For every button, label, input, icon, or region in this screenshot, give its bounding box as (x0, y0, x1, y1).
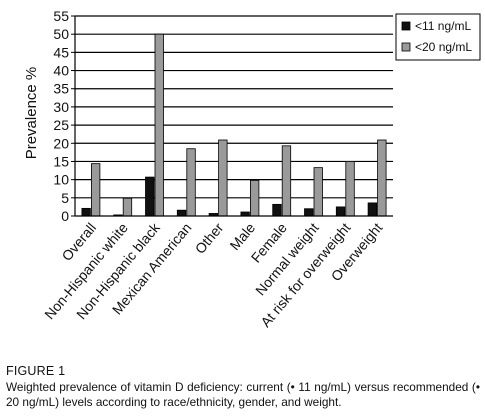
figure-caption: FIGURE 1 Weighted prevalence of vitamin … (6, 364, 480, 410)
legend-swatch (401, 42, 411, 52)
y-tick-label: 50 (53, 26, 69, 42)
bar-lt20 (345, 161, 355, 217)
bar-lt11 (145, 176, 155, 217)
y-tick-label: 20 (53, 135, 69, 151)
legend-label: <20 ng/mL (415, 40, 472, 54)
y-tick-label: 10 (53, 172, 69, 188)
bar-lt20 (186, 148, 196, 217)
bar-lt20 (249, 179, 260, 217)
bar-lt20 (154, 33, 164, 217)
y-tick-label: 0 (61, 208, 69, 224)
bar-lt20 (122, 197, 133, 217)
legend-label: <11 ng/mL (415, 19, 471, 33)
y-tick-label: 45 (53, 44, 69, 60)
bar-lt11 (304, 208, 314, 217)
figure-label: FIGURE 1 (6, 364, 66, 378)
x-tick-label: Other (192, 219, 227, 256)
legend: <11 ng/mL <20 ng/mL (395, 13, 481, 61)
legend-swatch (401, 21, 411, 31)
bar-lt20 (377, 139, 387, 217)
y-tick-label: 40 (53, 63, 69, 79)
y-tick-labels: 0 5 10 15 20 25 30 35 40 45 50 55 (53, 8, 75, 224)
bar-lt11 (335, 206, 346, 217)
y-tick-label: 15 (53, 153, 69, 169)
y-tick-label: 25 (53, 117, 69, 133)
bar-chart: 0 5 10 15 20 25 30 35 40 45 50 55 OverallNon-Hispan… (23, 8, 481, 330)
bar-lt20 (218, 139, 228, 217)
bar-lt11 (176, 209, 187, 217)
bars (81, 33, 387, 217)
bar-lt20 (91, 163, 101, 217)
y-axis-label: Prevalence % (23, 67, 40, 160)
bar-lt20 (281, 145, 292, 217)
y-tick-label: 5 (61, 190, 69, 206)
axes (74, 16, 393, 217)
bar-lt11 (81, 207, 91, 217)
bar-lt11 (367, 202, 378, 217)
y-tick-label: 30 (53, 99, 69, 115)
y-tick-label: 55 (53, 8, 69, 24)
y-tick-label: 35 (53, 81, 69, 97)
figure-caption-text: Weighted prevalence of vitamin D deficie… (6, 380, 480, 409)
bar-lt11 (272, 203, 282, 217)
bar-lt20 (313, 167, 323, 217)
gridlines (75, 15, 393, 199)
